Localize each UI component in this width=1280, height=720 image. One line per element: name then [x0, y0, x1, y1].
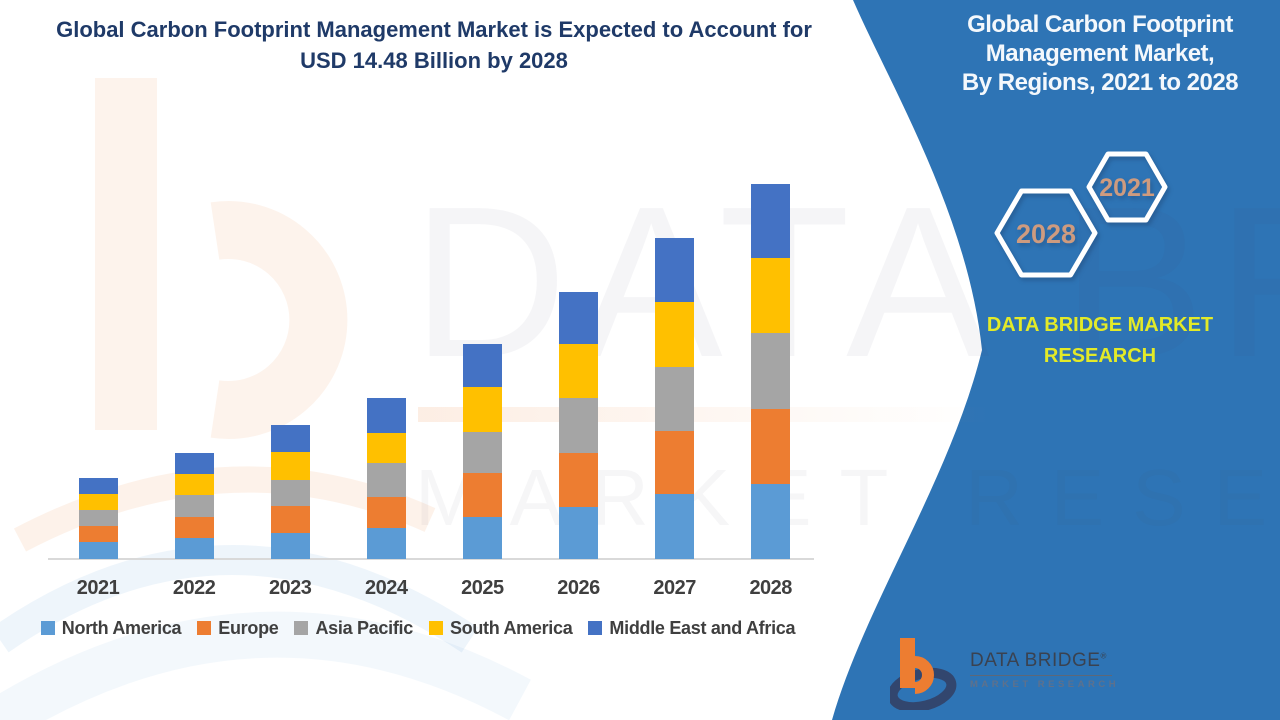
x-axis-label-2023: 2023: [268, 577, 312, 599]
year-hexagons: 2021 2028: [994, 151, 1168, 278]
footer-logo: DATA BRIDGE® MARKET RESEARCH: [890, 636, 1119, 710]
hexagon-2028-label: 2028: [1016, 219, 1076, 249]
bar-segment-south-america: [462, 387, 502, 433]
legend-item-asia-pacific: Asia Pacific: [294, 618, 413, 639]
hexagon-2021: [1086, 151, 1168, 223]
bar-2021: [78, 477, 118, 559]
brand-name-text: DATA BRIDGE MARKET RESEARCH: [986, 314, 1214, 367]
footer-logo-divider: [970, 675, 1112, 676]
x-axis-label-2024: 2024: [365, 577, 408, 599]
x-axis-label-2028: 2028: [749, 577, 792, 599]
bar-segment-europe: [462, 473, 502, 518]
bar-segment-asia-pacific: [174, 494, 214, 517]
bar-2022: [174, 453, 214, 559]
bar-segment-south-america: [270, 452, 310, 480]
bar-segment-north-america: [751, 483, 791, 559]
bar-segment-asia-pacific: [655, 367, 695, 432]
x-axis-label-2022: 2022: [172, 577, 216, 599]
bar-2023: [270, 425, 310, 559]
bar-segment-europe: [751, 408, 791, 484]
bar-segment-south-america: [174, 474, 214, 495]
bar-segment-asia-pacific: [270, 479, 310, 507]
bar-segment-europe: [78, 525, 118, 542]
chart-title: Global Carbon Footprint Management Marke…: [56, 17, 812, 73]
legend-item-north-america: North America: [40, 618, 182, 639]
legend-swatch: [294, 621, 309, 635]
bar-segment-north-america: [462, 517, 502, 559]
bar-segment-north-america: [655, 494, 695, 559]
bar-2024: [366, 398, 406, 559]
bar-segment-europe: [366, 496, 406, 528]
x-axis-line: [48, 558, 814, 560]
bar-segment-europe: [655, 431, 695, 495]
footer-logo-text: DATA BRIDGE® MARKET RESEARCH: [970, 636, 1119, 710]
bar-segment-middle-east-and-africa: [751, 183, 791, 258]
blue-panel-shape: [832, 0, 1280, 720]
footer-logo-tagline: MARKET RESEARCH: [970, 679, 1120, 690]
bar-segment-north-america: [270, 533, 310, 559]
bar-segment-middle-east-and-africa: [78, 477, 118, 494]
bar-segment-north-america: [366, 527, 406, 559]
legend-swatch: [40, 621, 55, 635]
bar-segment-asia-pacific: [78, 509, 118, 526]
bar-segment-south-america: [751, 257, 791, 334]
legend-label: Europe: [218, 618, 279, 638]
legend-item-europe: Europe: [197, 618, 279, 639]
hexagon-2021-label: 2021: [1099, 174, 1155, 202]
legend-item-south-america: South America: [428, 618, 573, 639]
registered-mark: ®: [1100, 651, 1107, 661]
bar-segment-asia-pacific: [366, 463, 406, 497]
footer-logo-name: DATA BRIDGE®: [970, 650, 1119, 672]
bar-segment-middle-east-and-africa: [174, 453, 214, 475]
bar-segment-middle-east-and-africa: [270, 425, 310, 453]
bar-segment-middle-east-and-africa: [462, 344, 502, 388]
bar-segment-south-america: [655, 302, 695, 368]
chart-legend: North America Europe Asia Pacific South Ame…: [0, 618, 836, 639]
footer-logo-name-label: DATA BRIDGE: [970, 650, 1101, 671]
bar-segment-europe: [174, 516, 214, 538]
bar-2026: [559, 291, 598, 559]
x-axis-label-2025: 2025: [461, 577, 504, 599]
bar-segment-south-america: [78, 493, 118, 510]
bar-segment-asia-pacific: [559, 398, 598, 453]
bar-segment-south-america: [366, 432, 406, 464]
footer-logo-b-icon: [890, 638, 957, 710]
legend-swatch: [197, 621, 212, 635]
logo-d-swoosh: [890, 667, 957, 710]
bar-segment-europe: [270, 506, 310, 534]
x-axis-label-2027: 2027: [653, 577, 696, 599]
hexagon-2028: [994, 188, 1098, 278]
bar-segment-middle-east-and-africa: [655, 238, 695, 303]
legend-swatch: [588, 621, 603, 635]
legend-label: North America: [61, 618, 182, 638]
legend-item-middle-east-and-africa: Middle East and Africa: [588, 618, 796, 639]
bar-segment-middle-east-and-africa: [366, 398, 406, 433]
legend-label: South America: [449, 618, 573, 638]
x-axis-label-2026: 2026: [557, 577, 600, 599]
bar-segment-north-america: [559, 506, 598, 559]
bar-segment-middle-east-and-africa: [559, 291, 598, 344]
bar-2025: [462, 344, 502, 559]
logo-b-stem: [900, 638, 915, 688]
bar-segment-north-america: [174, 537, 214, 559]
logo-b-bowl: [914, 656, 934, 694]
legend-label: Middle East and Africa: [609, 618, 796, 638]
bar-segment-north-america: [78, 541, 118, 559]
bar-segment-europe: [559, 452, 598, 507]
x-axis-label-2021: 2021: [76, 577, 120, 599]
bar-2028: [751, 183, 791, 559]
bar-segment-asia-pacific: [462, 432, 502, 473]
bar-segment-asia-pacific: [751, 333, 791, 409]
legend-swatch: [428, 621, 443, 635]
bar-plot: [78, 183, 791, 559]
legend-label: Asia Pacific: [315, 618, 413, 638]
panel-heading: Global Carbon Footprint Management Marke…: [961, 11, 1239, 96]
bar-segment-south-america: [559, 343, 598, 399]
bar-2027: [655, 238, 695, 559]
